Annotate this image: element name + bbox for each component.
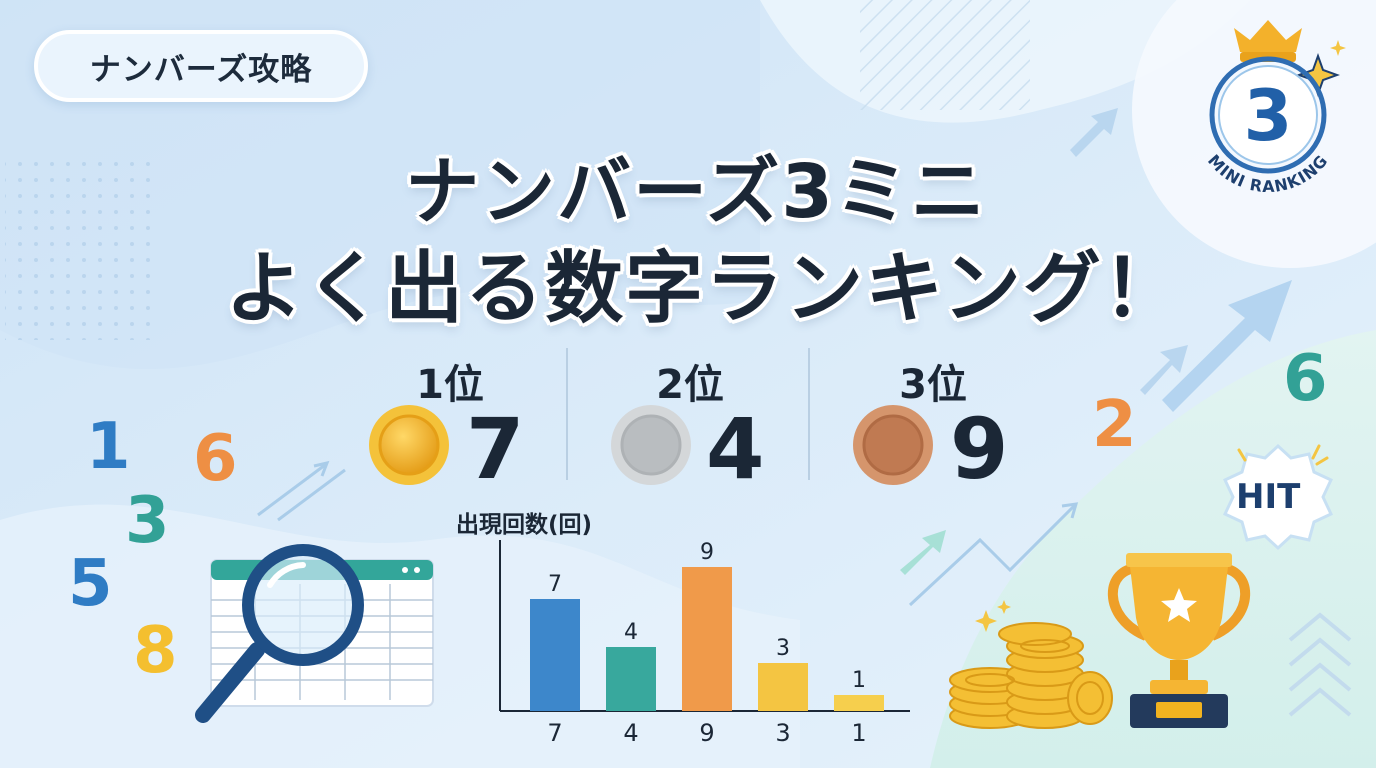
divider	[808, 348, 810, 480]
chart-bar-3	[758, 663, 808, 711]
decor-number: 1	[86, 410, 131, 484]
silver-medal-icon	[611, 405, 691, 485]
chart-tick-label: 3	[775, 719, 790, 747]
page-title-line1: ナンバーズ3ミニ	[405, 149, 987, 235]
chart-data-label: 7	[548, 572, 562, 597]
chart-bar-7	[530, 599, 580, 711]
coin-stack-icon	[949, 600, 1113, 729]
chart-tick-label: 1	[851, 719, 866, 747]
chart-tick-label: 7	[547, 719, 562, 747]
category-tag: ナンバーズ攻略	[34, 30, 368, 102]
spreadsheet-magnifier-illustration	[195, 544, 434, 723]
decor-number: 8	[133, 614, 178, 688]
chart-data-label: 1	[852, 668, 866, 693]
chart-bar-4	[606, 647, 656, 711]
mini-ranking-badge: 3 MINI RANKING	[1204, 20, 1346, 196]
chart-tick-label: 9	[699, 719, 714, 747]
badge-number: 3	[1244, 75, 1293, 157]
divider	[566, 348, 568, 480]
rank2-value: 4	[706, 400, 765, 498]
trophy-icon	[1107, 553, 1251, 728]
decor-number: 5	[68, 547, 113, 621]
gold-medal-icon	[369, 405, 449, 485]
decor-number: 3	[125, 484, 170, 558]
bar-chart: 7 7 4 4 9 9 3 3 1 1	[499, 540, 910, 747]
decor-number: 2	[1092, 388, 1137, 462]
chart-data-label: 9	[700, 540, 714, 565]
chart-tick-label: 4	[623, 719, 638, 747]
chart-bar-1	[834, 695, 884, 711]
chart-y-axis-label: 出現回数(回)	[456, 512, 593, 538]
chart-data-label: 4	[624, 620, 638, 645]
chart-bar-9	[682, 567, 732, 711]
trend-line-icon	[257, 460, 1079, 607]
rank3-label: 3位	[899, 362, 967, 408]
up-arrow-icon	[1070, 108, 1292, 412]
category-tag-label: ナンバーズ攻略	[89, 51, 313, 88]
decor-number: 6	[193, 422, 238, 496]
rank1-label: 1位	[416, 362, 484, 408]
chart-data-label: 3	[776, 636, 790, 661]
rank2-label: 2位	[656, 362, 724, 408]
hit-badge-icon	[1223, 443, 1333, 551]
rank1-value: 7	[466, 400, 525, 498]
magnifier-icon	[195, 544, 364, 723]
crown-icon	[1234, 20, 1302, 62]
decor-number: 6	[1283, 342, 1328, 416]
rank3-value: 9	[950, 400, 1009, 498]
hit-badge-label: HIT	[1236, 477, 1301, 517]
teal-arrow-icon	[900, 530, 946, 575]
bronze-medal-icon	[853, 405, 933, 485]
page-title-line2: よく出る数字ランキング！	[225, 244, 1183, 334]
